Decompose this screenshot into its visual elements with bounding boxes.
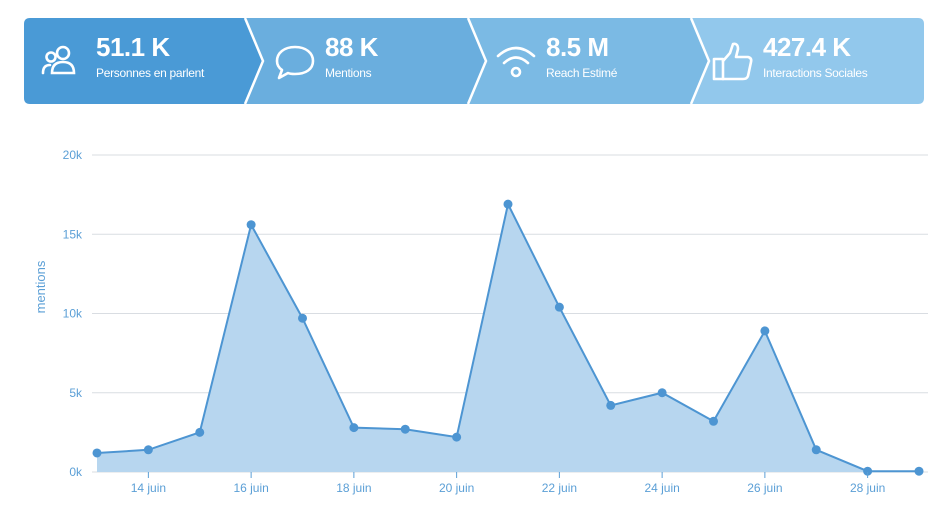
y-tick-label: 15k <box>63 227 83 241</box>
chart-svg: 0k 5k 10k 15k 20k 14 juin 16 juin 18 juin 20 ju… <box>33 148 928 495</box>
data-point[interactable] <box>452 432 462 442</box>
y-tick-label: 10k <box>63 307 83 321</box>
kpi-label: Interactions Sociales <box>763 66 868 80</box>
x-tick-label: 20 juin <box>439 481 474 495</box>
kpi-mentions: 88 K Mentions <box>245 18 468 104</box>
kpi-value: 88 K <box>325 32 378 62</box>
data-point[interactable] <box>503 199 513 209</box>
kpi-bar: 51.1 K Personnes en parlent 88 K Mention… <box>24 18 924 104</box>
x-tick-label: 14 juin <box>131 481 166 495</box>
kpi-segment-reach <box>468 18 709 104</box>
kpi-people: 51.1 K Personnes en parlent <box>24 18 245 104</box>
x-tick-label: 24 juin <box>644 481 679 495</box>
kpi-bar-background <box>24 18 924 104</box>
x-tick-label: 26 juin <box>747 481 782 495</box>
data-point[interactable] <box>709 416 718 426</box>
kpi-dividers <box>243 18 711 104</box>
y-axis-ticks: 0k 5k 10k 15k 20k <box>63 148 83 479</box>
kpi-label: Reach Estimé <box>546 66 618 80</box>
series-area <box>97 204 919 472</box>
x-tick-label: 28 juin <box>850 481 885 495</box>
thumbs-up-icon <box>712 42 753 81</box>
kpi-label: Personnes en parlent <box>96 66 205 80</box>
kpi-interactions: 427.4 K Interactions Sociales <box>691 18 924 104</box>
kpi-value: 51.1 K <box>96 32 170 62</box>
mentions-chart: 0k 5k 10k 15k 20k 14 juin 16 juin 18 juin 20 ju… <box>0 130 947 509</box>
chart-series <box>92 199 924 476</box>
data-point[interactable] <box>195 427 205 437</box>
speech-bubble-icon <box>275 45 315 80</box>
x-tick-label: 16 juin <box>233 481 268 495</box>
data-point[interactable] <box>811 445 821 455</box>
y-axis-label: mentions <box>33 260 48 313</box>
y-tick-label: 5k <box>69 386 83 400</box>
data-point[interactable] <box>863 466 873 476</box>
data-point[interactable] <box>143 445 153 455</box>
data-point[interactable] <box>246 220 256 230</box>
data-point[interactable] <box>760 326 770 336</box>
y-tick-label: 20k <box>63 148 83 162</box>
x-tick-label: 22 juin <box>542 481 577 495</box>
kpi-value: 8.5 M <box>546 32 609 62</box>
people-icon <box>41 45 76 75</box>
y-tick-label: 0k <box>69 465 83 479</box>
data-point[interactable] <box>349 423 359 433</box>
kpi-label: Mentions <box>325 66 372 80</box>
data-point[interactable] <box>400 424 410 434</box>
kpi-segment-mentions <box>245 18 486 104</box>
data-point[interactable] <box>914 466 924 476</box>
kpi-reach: 8.5 M Reach Estimé <box>468 18 691 104</box>
data-point[interactable] <box>298 313 307 323</box>
wifi-icon <box>496 46 536 78</box>
data-point[interactable] <box>657 388 667 398</box>
kpi-value: 427.4 K <box>763 32 851 62</box>
data-point[interactable] <box>554 302 564 312</box>
data-point[interactable] <box>92 448 102 458</box>
kpi-segment-interactions <box>691 18 924 104</box>
data-point[interactable] <box>606 400 616 410</box>
x-tick-label: 18 juin <box>336 481 371 495</box>
kpi-segment-people <box>24 18 263 104</box>
x-axis-ticks: 14 juin 16 juin 18 juin 20 juin 22 juin 24 ju… <box>131 472 885 495</box>
